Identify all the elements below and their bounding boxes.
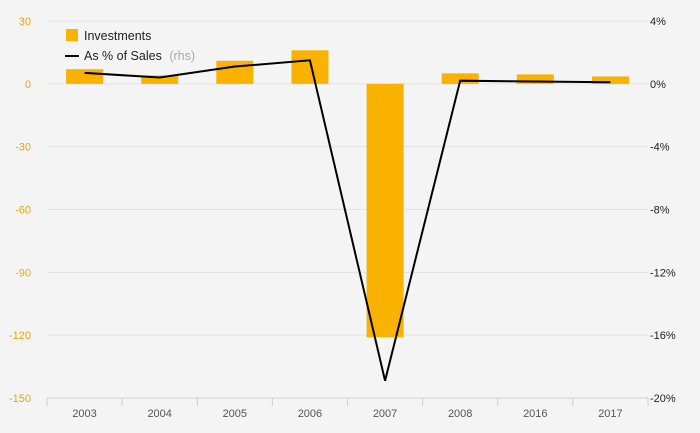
bar-investments-2007 xyxy=(366,83,404,338)
x-tick-label: 2017 xyxy=(598,408,622,420)
left-y-axis: 30 0 -30 -60 -90 -120 -150 xyxy=(9,16,31,405)
bar-investments-2008 xyxy=(441,73,479,84)
x-tick-label: 2007 xyxy=(373,408,397,420)
right-tick-label: -4% xyxy=(650,142,670,154)
legend-swatch-investments xyxy=(66,29,78,41)
x-tick-label: 2005 xyxy=(223,408,247,420)
sales-ratio-line xyxy=(84,59,611,381)
legend-label-sales-ratio-text: As % of Sales xyxy=(84,49,162,63)
left-tick-label: -30 xyxy=(15,142,31,154)
right-tick-label: -12% xyxy=(650,267,676,279)
x-tick-label: 2003 xyxy=(72,408,96,420)
bar-investments-2004 xyxy=(141,75,179,84)
line-as-pct-of-sales xyxy=(84,59,611,381)
right-tick-label: 4% xyxy=(650,16,666,28)
x-tick-label: 2006 xyxy=(298,408,322,420)
bar-investments-2005 xyxy=(216,60,254,84)
bar-investments-2003 xyxy=(66,69,104,84)
left-tick-label: -60 xyxy=(15,205,31,217)
right-tick-label: -16% xyxy=(650,330,676,342)
right-tick-label: 0% xyxy=(650,79,666,91)
left-tick-label: -150 xyxy=(9,393,31,405)
legend-label-investments: Investments xyxy=(84,29,151,43)
legend-label-rhs-suffix: (rhs) xyxy=(169,49,195,63)
right-tick-label: -8% xyxy=(650,205,670,217)
legend: Investments As % of Sales (rhs) xyxy=(65,29,195,63)
right-tick-label: -20% xyxy=(650,393,676,405)
bar-investments-2016 xyxy=(516,74,554,84)
investment-bars xyxy=(66,50,629,338)
right-y-axis: 4% 0% -4% -8% -12% -16% -20% xyxy=(650,16,676,405)
x-axis: 2003 2004 2005 2006 2007 2008 2016 2017 xyxy=(46,397,649,420)
left-tick-label: 0 xyxy=(25,79,31,91)
left-tick-label: -120 xyxy=(9,330,31,342)
legend-label-sales-ratio: As % of Sales (rhs) xyxy=(84,49,195,63)
bar-investments-2017 xyxy=(591,76,629,84)
bar-investments-2006 xyxy=(291,50,329,84)
x-tick-label: 2016 xyxy=(523,408,547,420)
left-tick-label: 30 xyxy=(19,16,31,28)
left-tick-label: -90 xyxy=(15,267,31,279)
gridlines xyxy=(47,20,648,399)
x-tick-label: 2004 xyxy=(147,408,171,420)
x-tick-label: 2008 xyxy=(448,408,472,420)
